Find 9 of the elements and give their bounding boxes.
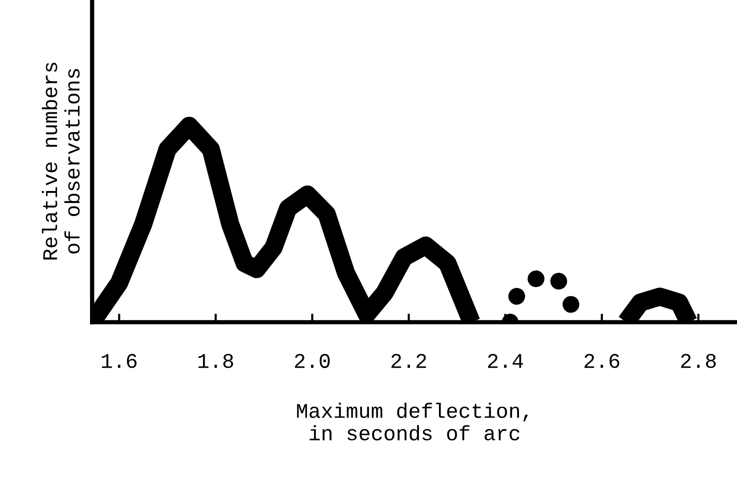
x-tick-label: 2.8 (681, 354, 716, 368)
x-axis-title: Maximum deflection, in seconds of arc (297, 402, 528, 440)
x-tick-label: 2.0 (294, 354, 330, 368)
x-tick-label: 2.4 (488, 354, 524, 368)
x-tick-label: 2.2 (391, 354, 426, 368)
x-tick-label: 2.6 (584, 354, 620, 368)
y-axis-title: Relative numbers of observations (42, 62, 80, 260)
x-tick-label: 1.8 (198, 354, 234, 368)
x-tick-label: 1.6 (102, 354, 137, 368)
